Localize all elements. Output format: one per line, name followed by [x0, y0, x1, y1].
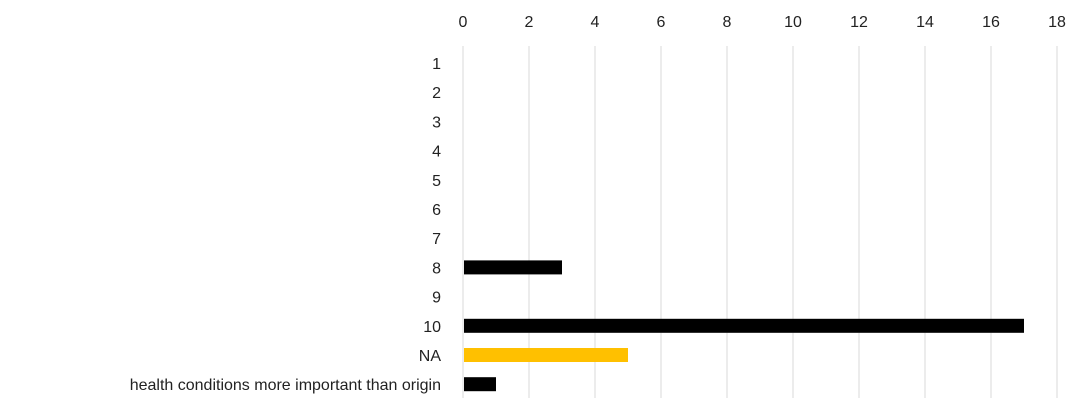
x-tick-label: 12 — [850, 14, 868, 31]
category-label: 9 — [432, 290, 441, 307]
bar-8 — [464, 260, 562, 275]
category-label: 6 — [432, 202, 441, 219]
category-label: NA — [419, 348, 442, 365]
category-label: 1 — [432, 56, 441, 73]
x-tick-label: 16 — [982, 14, 1000, 31]
x-tick-label: 4 — [591, 14, 600, 31]
x-tick-label: 0 — [459, 14, 468, 31]
bar-na — [464, 348, 628, 362]
bar-health-conditions-more-important-than-origin — [464, 377, 496, 392]
bars — [464, 260, 1024, 392]
bar-10 — [464, 318, 1024, 333]
category-labels: 1 2 3 4 5 6 7 8 9 10 NA health conditions more impo… — [130, 56, 442, 394]
x-tick-label: 2 — [525, 14, 534, 31]
category-label: 8 — [432, 260, 441, 277]
category-label: 3 — [432, 114, 441, 131]
category-label: 10 — [423, 319, 441, 336]
x-tick-label: 10 — [784, 14, 802, 31]
category-label: 4 — [432, 144, 441, 161]
grid-lines — [462, 46, 1058, 398]
category-label: health conditions more important than or… — [130, 377, 441, 394]
x-tick-label: 8 — [723, 14, 732, 31]
x-tick-label: 14 — [916, 14, 934, 31]
category-label: 2 — [432, 85, 441, 102]
category-label: 5 — [432, 173, 441, 190]
category-label: 7 — [432, 231, 441, 248]
x-tick-label: 6 — [657, 14, 666, 31]
x-axis-ticks: 0 2 4 6 8 10 12 14 16 18 — [459, 14, 1066, 31]
x-tick-label: 18 — [1048, 14, 1066, 31]
